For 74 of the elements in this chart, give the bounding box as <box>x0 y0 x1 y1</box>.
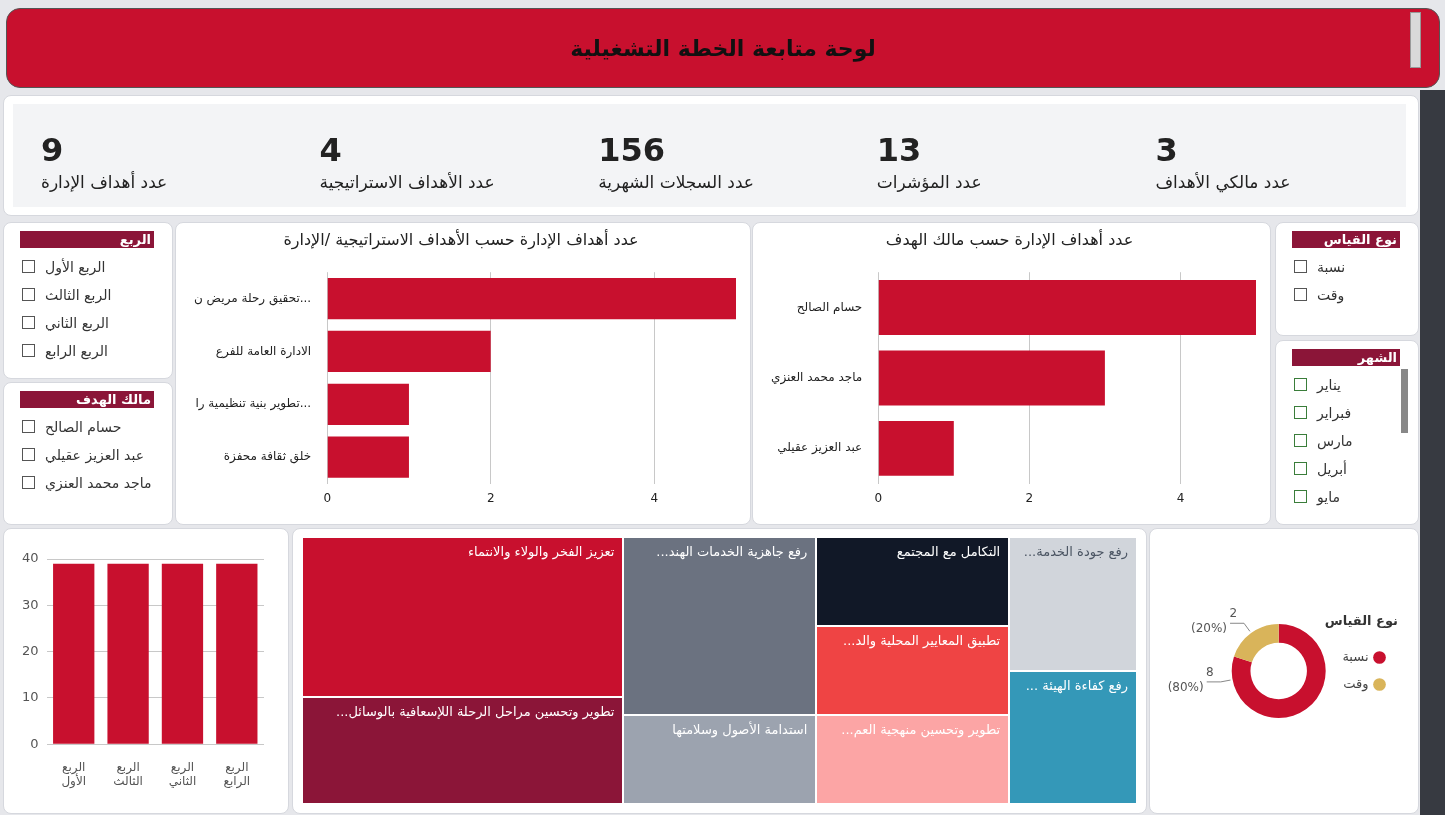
category-label: يناير <box>1317 376 1342 393</box>
y-tick-label: 30 <box>22 596 39 612</box>
legend-label: وقت <box>1343 675 1369 692</box>
bar <box>327 330 491 373</box>
category-label: عدد الأهداف الاستراتيجية <box>319 172 495 192</box>
y-tick-label: 10 <box>22 689 39 705</box>
x-tick-label: الربع الثاني <box>168 759 197 788</box>
category-label: نسبة <box>1317 258 1346 275</box>
x-tick-label: 0 <box>323 490 332 505</box>
category-label: الربع الثالث <box>45 286 112 303</box>
text: الربع <box>20 231 154 248</box>
text: 4 <box>319 130 343 170</box>
data-label: 8 (80%) <box>1167 664 1214 694</box>
chart-title: عدد أهداف الإدارة حسب الأهداف الاستراتيجية /الإدارة <box>283 228 639 250</box>
category-label: الربع الأول <box>45 258 106 275</box>
chart-title: عدد أهداف الإدارة حسب مالك الهدف <box>885 228 1134 250</box>
text: نوع القياس <box>1292 231 1400 248</box>
bar <box>878 420 954 476</box>
category-label: حسام الصالح <box>45 418 122 435</box>
text: الشهر <box>1292 349 1400 366</box>
text: 3 <box>1155 130 1179 170</box>
category-label: مايو <box>1317 488 1340 505</box>
y-tick-label: حسام الصالح <box>796 299 863 314</box>
category-label: رفع جاهزية الخدمات الهند... <box>623 537 817 715</box>
category-label: الربع الرابع <box>45 342 108 359</box>
category-label: تطوير وتحسين منهجية العم... <box>816 714 1010 804</box>
category-label: تطوير وتحسين مراحل الرحلة اللإسعافية بالوسائل... <box>302 697 624 804</box>
legend-title: نوع القياس <box>1324 612 1398 628</box>
y-tick-label: خلق ثقافة محفزة <box>223 449 312 465</box>
bar <box>327 436 409 478</box>
x-tick-label: 4 <box>1176 490 1185 505</box>
text: 156 <box>598 130 666 170</box>
category-label: عدد السجلات الشهرية <box>598 172 754 192</box>
category-label: استدامة الأصول وسلامتها <box>623 714 817 804</box>
category-label: أبريل <box>1317 460 1348 477</box>
text: 9 <box>41 130 65 170</box>
legend-label: نسبة <box>1342 648 1369 664</box>
x-tick-label: 2 <box>486 490 495 505</box>
text: 13 <box>876 130 923 170</box>
bar <box>878 350 1105 406</box>
x-tick-label: الربع الأول <box>61 759 87 789</box>
category-label: الربع الثاني <box>45 314 109 331</box>
x-tick-label: الربع الثالث <box>113 759 143 788</box>
y-tick-label: 20 <box>22 642 39 658</box>
y-tick-label: 0 <box>30 735 39 751</box>
x-tick-label: 4 <box>650 490 659 505</box>
category-label: ماجد محمد العنزي <box>45 474 152 491</box>
category-label: عدد أهداف الإدارة <box>41 172 168 192</box>
category-label: عبد العزيز عقيلي <box>45 446 145 463</box>
text: لوحة متابعة الخطة التشغيلية <box>570 35 876 61</box>
category-label: مارس <box>1317 432 1353 449</box>
category-label: عدد مالكي الأهداف <box>1155 172 1291 192</box>
bar <box>327 278 736 320</box>
category-label: التكامل مع المجتمع <box>816 537 1010 627</box>
category-label: رفع كفاءة الهيئة ... <box>1009 670 1137 804</box>
y-tick-label: تطوير بنية تنظيمية را... <box>195 396 312 412</box>
y-tick-label: عبد العزيز عقيلي <box>777 440 863 456</box>
category-label: تعزيز الفخر والولاء والانتماء <box>302 537 624 698</box>
bar <box>327 383 409 425</box>
data-label: 2 (20%) <box>1190 606 1238 636</box>
category-label: تطبيق المعايير المحلية والد... <box>816 626 1010 715</box>
y-tick-label: تحقيق رحلة مريض ن... <box>193 290 312 306</box>
category-label: وقت <box>1317 286 1345 303</box>
x-tick-label: الربع الرابع <box>223 759 251 789</box>
x-tick-label: 0 <box>874 490 883 505</box>
x-tick-label: 2 <box>1025 490 1034 505</box>
y-tick-label: 40 <box>22 550 39 566</box>
category-label: رفع جودة الخدمة... <box>1009 537 1137 671</box>
bar <box>878 279 1256 335</box>
y-tick-label: الادارة العامة للفرع <box>215 343 312 359</box>
y-tick-label: ماجد محمد العنزي <box>770 370 863 386</box>
text: مالك الهدف <box>20 391 154 408</box>
category-label: عدد المؤشرات <box>876 172 982 192</box>
category-label: فبراير <box>1317 404 1352 421</box>
